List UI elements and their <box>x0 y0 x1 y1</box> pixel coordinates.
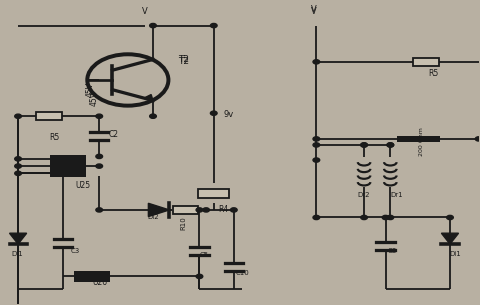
Circle shape <box>313 143 320 147</box>
Circle shape <box>15 171 22 175</box>
Text: Dr1: Dr1 <box>390 192 403 198</box>
Text: 200 Ohm: 200 Ohm <box>419 127 424 156</box>
Circle shape <box>15 164 22 168</box>
Circle shape <box>196 274 203 278</box>
Circle shape <box>446 215 453 220</box>
Text: Di2: Di2 <box>147 214 158 221</box>
Text: V: V <box>311 7 316 16</box>
Text: V: V <box>142 7 148 16</box>
Circle shape <box>382 215 389 220</box>
Text: Dr2: Dr2 <box>357 192 370 198</box>
Polygon shape <box>10 233 27 244</box>
Text: Di1: Di1 <box>449 251 461 257</box>
Text: C3: C3 <box>71 248 80 254</box>
Text: T2: T2 <box>178 55 189 64</box>
Circle shape <box>361 143 367 147</box>
Circle shape <box>387 143 394 147</box>
Circle shape <box>313 60 320 64</box>
Text: C5: C5 <box>199 252 209 258</box>
Polygon shape <box>148 203 169 217</box>
Circle shape <box>203 208 209 212</box>
Text: C8: C8 <box>388 248 397 254</box>
Circle shape <box>313 158 320 162</box>
Circle shape <box>150 114 156 118</box>
Circle shape <box>313 215 320 220</box>
Text: C10: C10 <box>235 271 249 276</box>
Circle shape <box>96 164 103 168</box>
Circle shape <box>196 208 203 212</box>
Text: 45V: 45V <box>85 82 94 97</box>
Circle shape <box>387 143 394 147</box>
FancyBboxPatch shape <box>36 112 62 120</box>
Circle shape <box>313 137 320 141</box>
Circle shape <box>230 208 237 212</box>
Circle shape <box>60 171 67 175</box>
Circle shape <box>96 154 103 159</box>
Text: Di1: Di1 <box>11 251 23 257</box>
Text: C2: C2 <box>109 130 119 139</box>
Circle shape <box>15 157 22 161</box>
Circle shape <box>210 111 217 115</box>
Polygon shape <box>144 95 153 101</box>
Text: R4: R4 <box>218 206 229 214</box>
Circle shape <box>96 114 103 118</box>
Polygon shape <box>442 233 458 244</box>
Circle shape <box>150 23 156 28</box>
Text: 9v: 9v <box>223 110 234 119</box>
Text: U26: U26 <box>92 278 107 287</box>
FancyBboxPatch shape <box>397 136 441 142</box>
Text: R5: R5 <box>49 133 60 142</box>
Text: V: V <box>311 5 316 14</box>
FancyBboxPatch shape <box>198 189 229 198</box>
Circle shape <box>475 137 480 141</box>
Circle shape <box>361 143 367 147</box>
Circle shape <box>15 114 22 118</box>
FancyBboxPatch shape <box>50 155 86 177</box>
Text: R10: R10 <box>180 217 186 230</box>
FancyBboxPatch shape <box>173 206 198 214</box>
Circle shape <box>96 208 103 212</box>
FancyBboxPatch shape <box>413 58 439 66</box>
Text: T2: T2 <box>178 57 189 66</box>
Text: 45V: 45V <box>90 91 99 106</box>
Text: U25: U25 <box>75 181 91 190</box>
Text: R5: R5 <box>429 70 439 78</box>
Circle shape <box>387 215 394 220</box>
FancyBboxPatch shape <box>74 271 110 282</box>
Circle shape <box>210 23 217 28</box>
Circle shape <box>361 215 367 220</box>
